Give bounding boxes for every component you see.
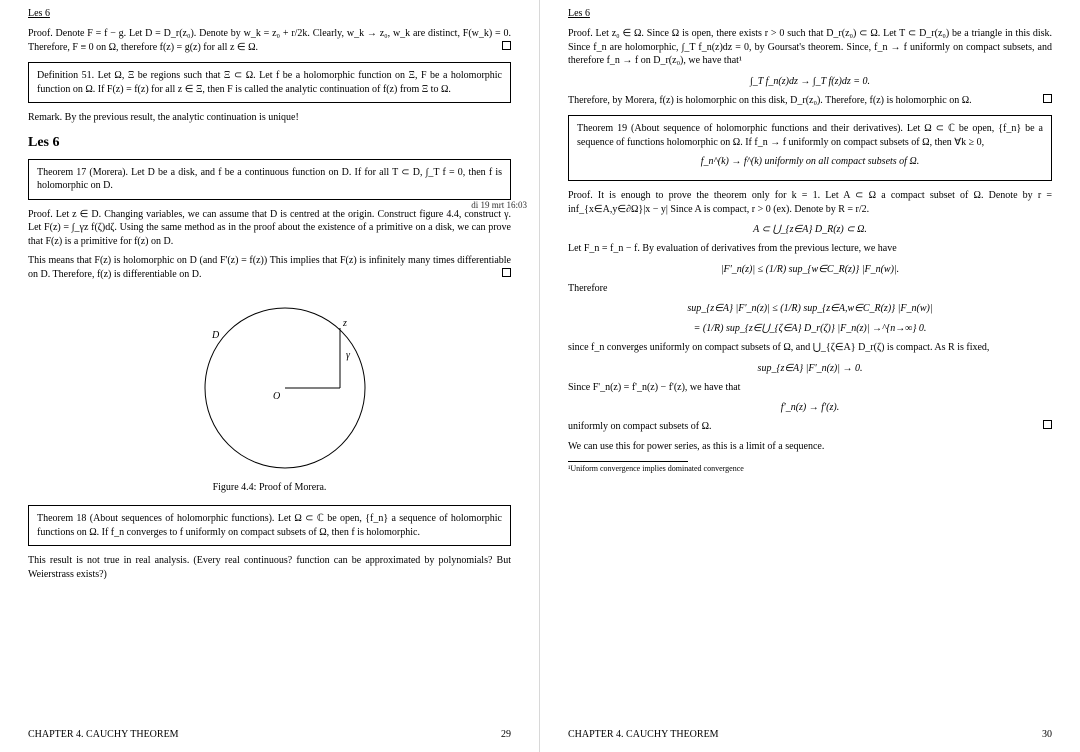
eq-2: A ⊂ ⋃_{z∈A} D_R(z) ⊂ Ω.	[568, 222, 1052, 237]
proof-4e: uniformly on compact subsets of Ω.	[568, 420, 1052, 434]
footer-chapter-left: CHAPTER 4. CAUCHY THEOREM	[28, 729, 179, 740]
footer-chapter-right: CHAPTER 4. CAUCHY THEOREM	[568, 729, 719, 740]
qed-1	[502, 41, 511, 50]
morera-diagram-svg: D z γ O	[160, 293, 380, 473]
eq-6: f'_n(z) → f'(z).	[568, 400, 1052, 415]
proof-4a: Proof. It is enough to prove the theorem…	[568, 189, 1052, 216]
theorem-17: Theorem 17 (Morera). Let D be a disk, an…	[28, 159, 511, 200]
remark: Remark. By the previous result, the anal…	[28, 111, 511, 125]
proof-2a: Proof. Let z ∈ D. Changing variables, we…	[28, 208, 511, 249]
page-right: Les 6 Proof. Let z₀ ∈ Ω. Since Ω is open…	[540, 0, 1080, 752]
footer-left: CHAPTER 4. CAUCHY THEOREM 29	[28, 729, 511, 740]
section-title-les6: Les 6	[28, 135, 511, 151]
proof-4d: Since F'_n(z) = f'_n(z) − f'(z), we have…	[568, 381, 1052, 395]
eq-5: sup_{z∈A} |F'_n(z)| → 0.	[568, 361, 1052, 376]
qed-4	[1043, 420, 1052, 429]
proof-1-text: Proof. Denote F = f − g. Let D = D_r(z₀)…	[28, 28, 511, 53]
label-z: z	[342, 318, 347, 329]
footer-page-left: 29	[501, 729, 511, 740]
running-head-left: Les 6	[28, 8, 511, 19]
proof-1: Proof. Denote F = f − g. Let D = D_r(z₀)…	[28, 27, 511, 54]
label-gamma: γ	[346, 350, 351, 361]
eq-4a: sup_{z∈A} |F'_n(z)| ≤ (1/R) sup_{z∈A,w∈C…	[568, 301, 1052, 316]
note-18: This result is not true in real analysis…	[28, 554, 511, 581]
proof-3: Proof. Let z₀ ∈ Ω. Since Ω is open, ther…	[568, 27, 1052, 68]
proof-4b: Let F_n = f_n − f. By evaluation of deri…	[568, 242, 1052, 256]
theorem-19: Theorem 19 (About sequence of holomorphi…	[568, 115, 1052, 181]
page-left: Les 6 Proof. Denote F = f − g. Let D = D…	[0, 0, 540, 752]
qed-3	[1043, 94, 1052, 103]
proof-3b: Therefore, by Morera, f(z) is holomorphi…	[568, 94, 1052, 108]
proof-4e-text: uniformly on compact subsets of Ω.	[568, 421, 712, 432]
proof-2b: This means that F(z) is holomorphic on D…	[28, 254, 511, 281]
closing: We can use this for power series, as thi…	[568, 440, 1052, 454]
label-D: D	[211, 330, 220, 341]
footer-right: CHAPTER 4. CAUCHY THEOREM 30	[568, 729, 1052, 740]
running-head-right: Les 6	[568, 8, 1052, 19]
footnote-1: ¹Uniform convergence implies dominated c…	[568, 464, 1052, 473]
qed-2	[502, 268, 511, 277]
proof-4c: since f_n converges uniformly on compact…	[568, 341, 1052, 355]
figure-4-4: D z γ O Figure 4.4: Proof of Morera.	[28, 293, 511, 493]
eq-3: |F'_n(z)| ≤ (1/R) sup_{w∈C_R(z)} |F_n(w)…	[568, 262, 1052, 277]
proof-2b-text: This means that F(z) is holomorphic on D…	[28, 255, 511, 280]
therefore: Therefore	[568, 282, 1052, 296]
thm-19-a: Theorem 19 (About sequence of holomorphi…	[577, 123, 1043, 148]
two-page-spread: Les 6 Proof. Denote F = f − g. Let D = D…	[0, 0, 1080, 752]
proof-3b-text: Therefore, by Morera, f(z) is holomorphi…	[568, 95, 972, 106]
label-O: O	[273, 391, 280, 402]
definition-51: Definition 51. Let Ω, Ξ be regions such …	[28, 62, 511, 103]
footer-page-right: 30	[1042, 729, 1052, 740]
figure-caption: Figure 4.4: Proof of Morera.	[28, 482, 511, 493]
eq-1: ∫_T f_n(z)dz → ∫_T f(z)dz = 0.	[568, 74, 1052, 89]
theorem-18: Theorem 18 (About sequences of holomorph…	[28, 505, 511, 546]
footnote-rule	[568, 461, 688, 462]
margin-note-date: di 19 mrt 16:03	[471, 200, 527, 210]
thm-19-b: f_n^(k) → f^(k) uniformly on all compact…	[577, 154, 1043, 169]
eq-4b: = (1/R) sup_{z∈⋃_{ζ∈A} D_r(ζ)} |F_n(z)| …	[568, 321, 1052, 336]
